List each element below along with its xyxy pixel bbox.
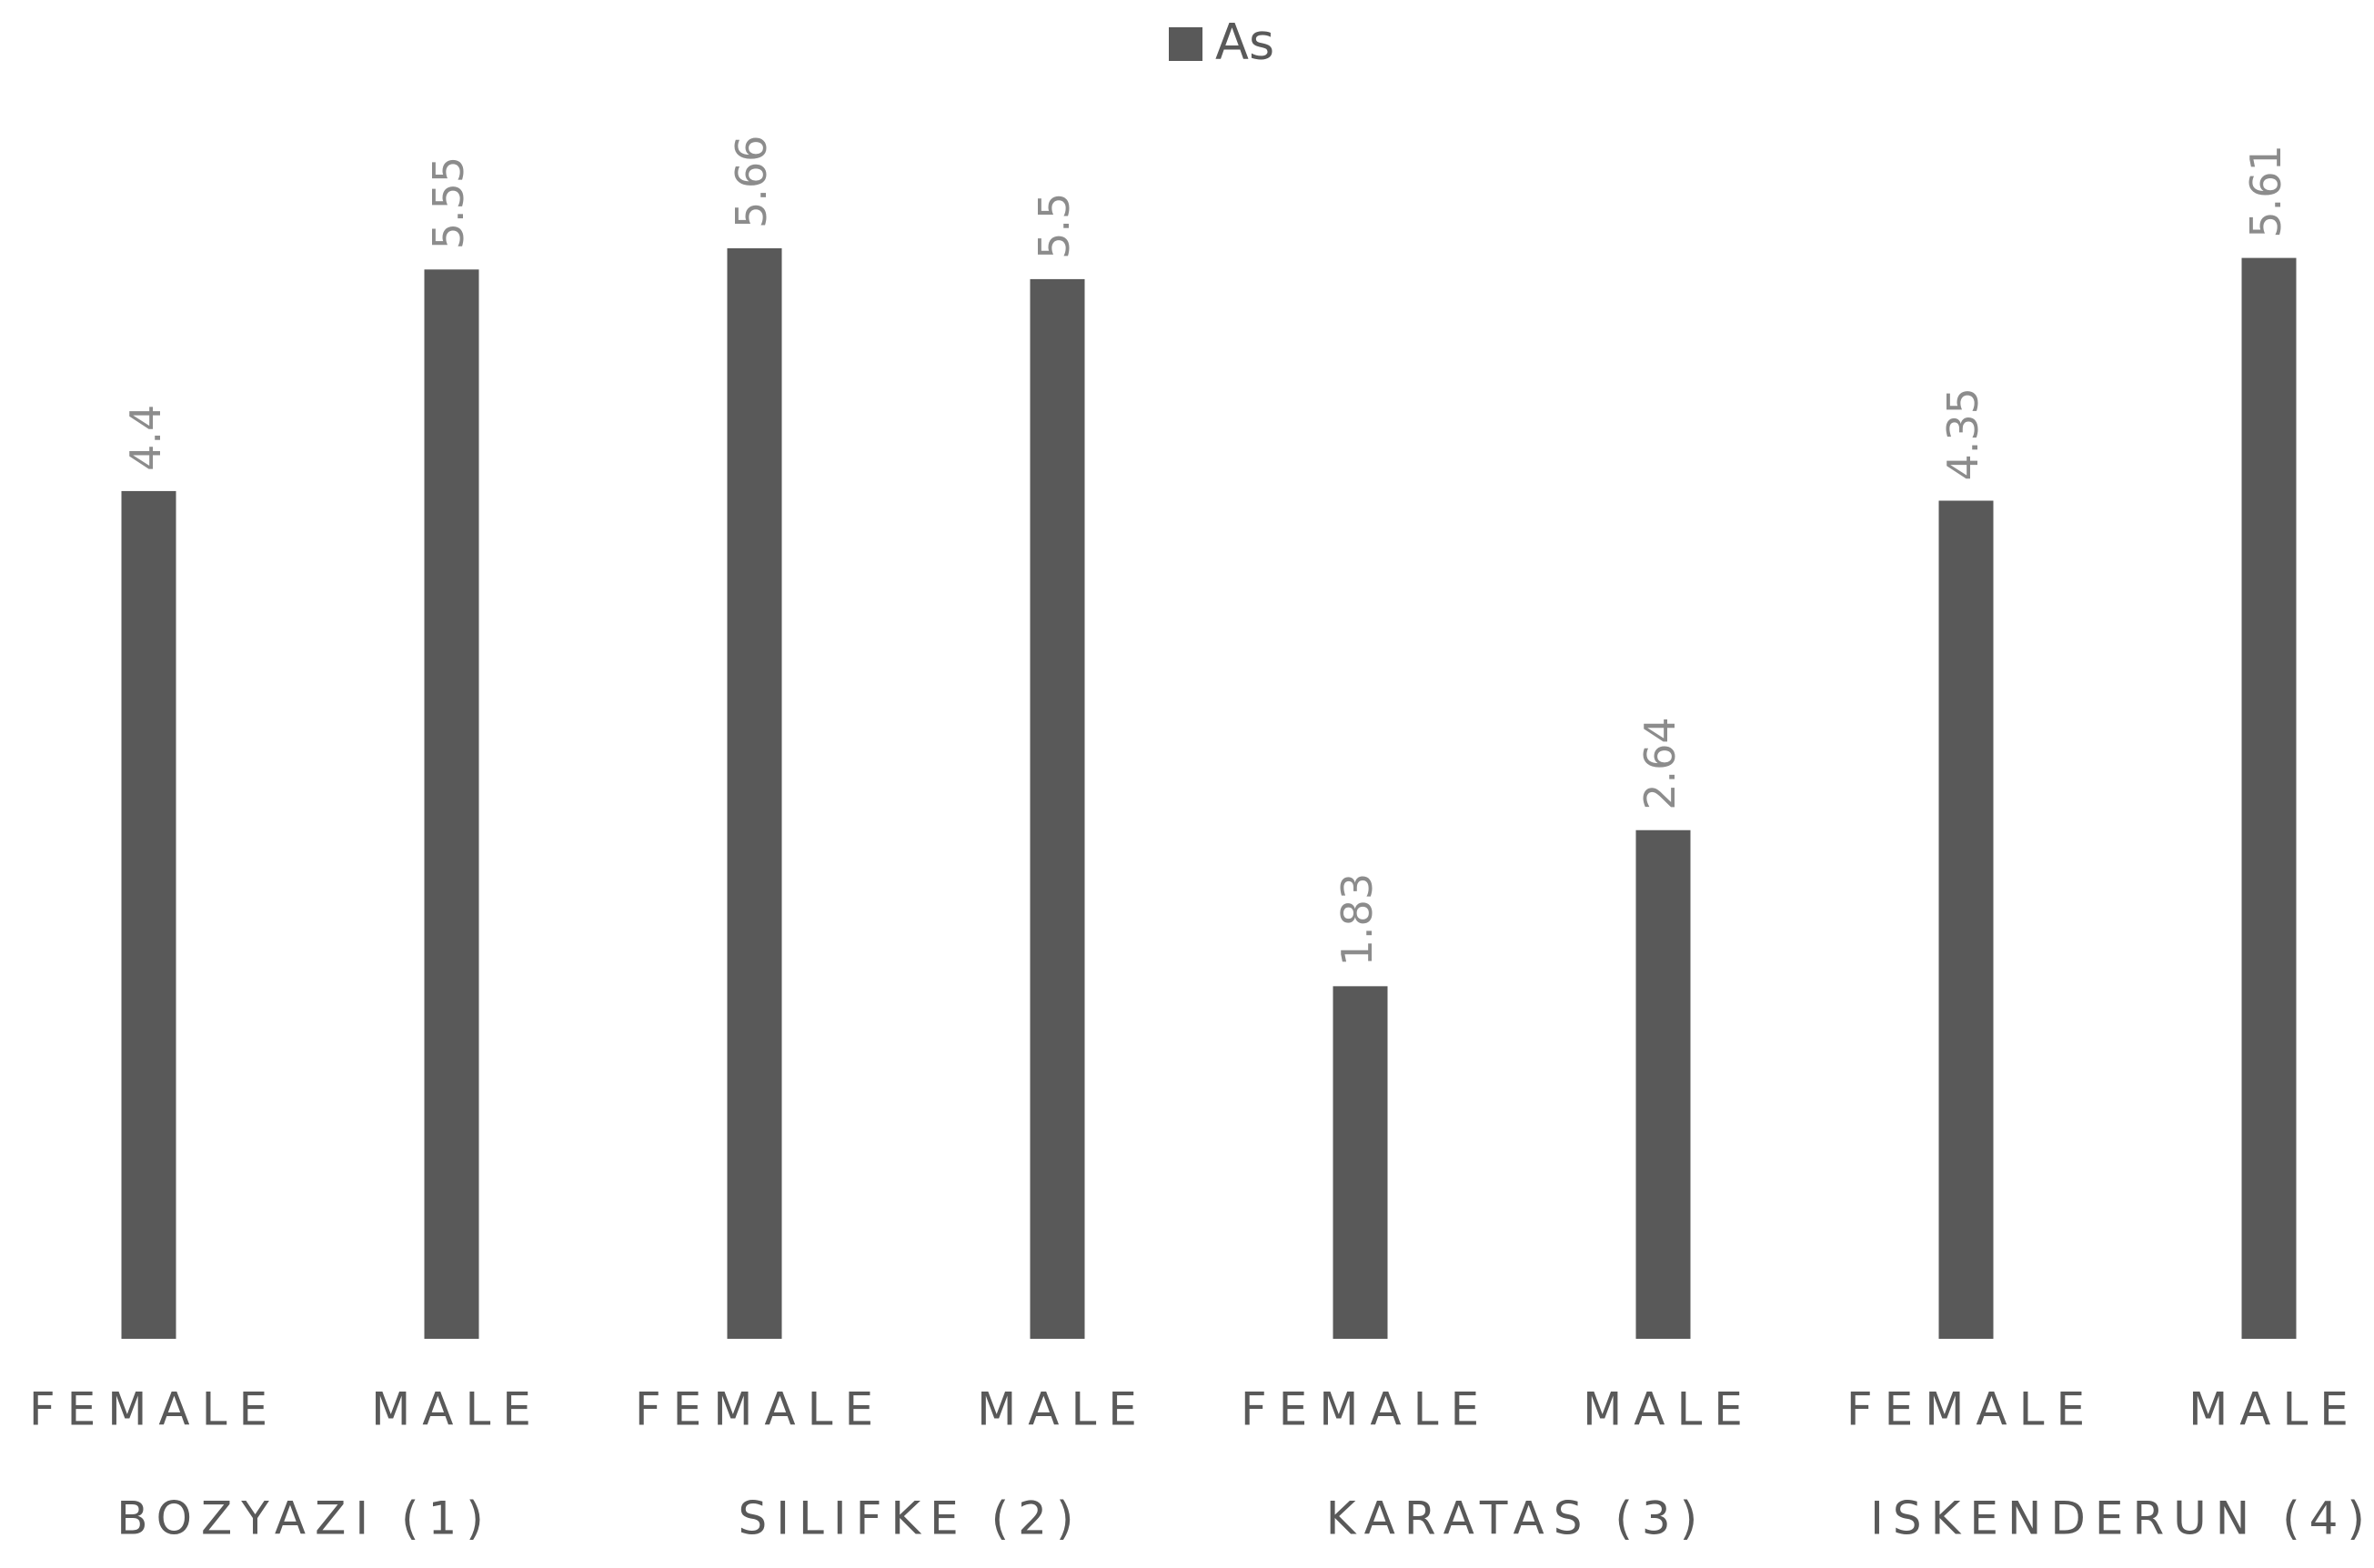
bar [121,490,176,1339]
value-label: 4.35 [1938,387,1987,480]
value-label: 5.61 [2241,145,2290,237]
value-label: 5.66 [727,136,776,228]
bar [2241,257,2297,1340]
x-tick-label: MALE [2188,1383,2360,1436]
x-tick-label: MALE [977,1383,1149,1436]
bar [424,269,479,1339]
bar [1030,278,1085,1339]
bar [727,248,782,1339]
value-label: 4.4 [121,405,170,471]
x-tick-label: MALE [371,1383,543,1436]
x-tick-label: FEMALE [1846,1383,2097,1436]
x-tick-label: FEMALE [1241,1383,1491,1436]
value-label: 2.64 [1635,717,1685,809]
x-tick-label: FEMALE [635,1383,885,1436]
group-label: ISKENDERUN (4) [1870,1493,2374,1545]
legend-label: As [1215,14,1274,71]
value-label: 5.5 [1030,193,1079,259]
group-label: BOZYAZI (1) [116,1493,493,1545]
value-label: 5.55 [424,156,473,249]
bar [1333,986,1388,1339]
group-label: SILIFKE (2) [739,1493,1083,1545]
legend-swatch [1169,27,1202,61]
bar [1938,500,1994,1339]
value-label: 1.83 [1333,873,1382,966]
x-tick-label: MALE [1583,1383,1755,1436]
group-label: KARATAS (3) [1326,1493,1706,1545]
bar [1635,829,1691,1339]
x-tick-label: FEMALE [29,1383,279,1436]
